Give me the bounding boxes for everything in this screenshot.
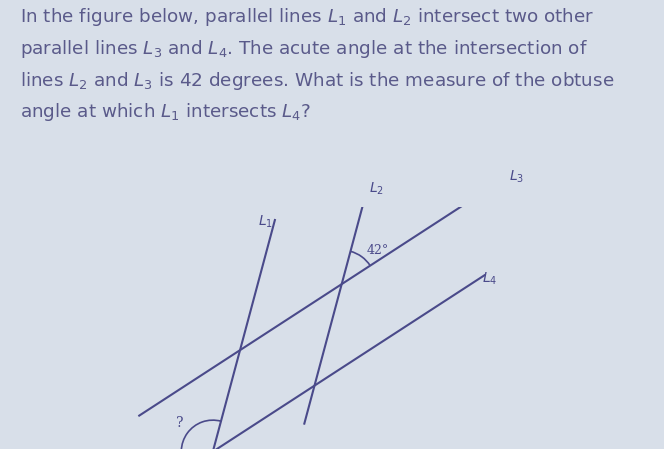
Text: $L_3$: $L_3$ bbox=[509, 169, 525, 185]
Text: 42°: 42° bbox=[367, 244, 389, 257]
Text: $L_1$: $L_1$ bbox=[258, 214, 273, 230]
Text: In the figure below, parallel lines $L_1$ and $L_2$ intersect two other
parallel: In the figure below, parallel lines $L_1… bbox=[20, 6, 614, 123]
Text: ?: ? bbox=[176, 416, 184, 430]
Text: $L_2$: $L_2$ bbox=[369, 180, 384, 197]
Text: $L_4$: $L_4$ bbox=[482, 270, 497, 287]
